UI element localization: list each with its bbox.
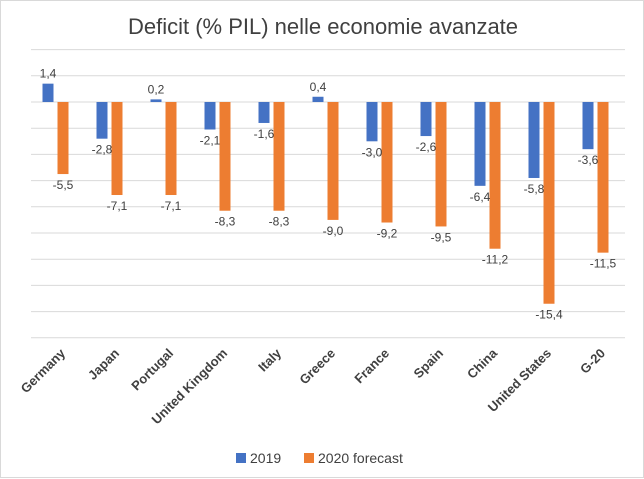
bar-2020-forecast [435,102,447,227]
category-label: China [464,345,501,382]
data-label: -15,4 [535,308,563,322]
data-label: -7,1 [161,199,182,213]
bar-2020-forecast [273,102,285,211]
data-label: -2,8 [92,143,113,157]
bar-2020-forecast [597,102,609,253]
data-label: 0,2 [148,82,165,96]
data-label: -1,6 [254,127,275,141]
data-labels: 1,4 -5,5 -2,8 -7,1 0,2 -7,1 -2,1 -8,3 -1,6 -8,3 0,… [40,67,617,322]
bar-2020-forecast [219,102,231,211]
legend-label-2020-forecast: 2020 forecast [318,450,403,466]
bar-2019 [258,102,270,123]
category-label: Italy [255,345,285,375]
legend-swatch-2019 [236,453,246,463]
data-label: -3,0 [362,145,383,159]
category-label: Greece [296,346,338,388]
data-label: 0,4 [310,80,327,94]
bar-2020-forecast [543,102,555,304]
data-label: -11,2 [482,253,509,267]
data-label: -8,3 [269,215,290,229]
data-label: -5,8 [524,182,545,196]
data-label: -6,4 [470,190,491,204]
data-label: -5,5 [53,178,74,192]
bar-2019 [204,102,216,130]
bar-2019 [42,83,54,102]
data-label: -2,6 [416,140,437,154]
bar-2019 [150,99,162,102]
bar-2020-forecast [489,102,501,249]
data-label: -9,2 [377,227,398,241]
bar-2020-forecast [111,102,123,196]
data-label: -8,3 [215,215,236,229]
bar-2019 [528,102,540,178]
category-label: Germany [18,345,69,396]
category-label: France [351,346,392,387]
bar-2020-forecast [165,102,177,196]
bar-2019 [366,102,378,142]
data-label: -9,0 [323,224,344,238]
data-label: -7,1 [107,199,128,213]
category-label: Spain [410,345,446,381]
data-label: -9,5 [431,230,452,244]
bar-2019 [420,102,432,137]
bar-2020-forecast [327,102,339,220]
category-label: Japan [85,345,122,382]
bar-2019 [96,102,108,139]
bars [42,83,609,304]
bar-2019 [474,102,486,186]
bar-2020-forecast [57,102,69,175]
legend: 2019 2020 forecast [236,450,403,466]
data-label: -3,6 [578,153,599,167]
data-label: -11,5 [590,257,617,271]
legend-swatch-2020-forecast [304,453,314,463]
bar-2019 [312,96,324,102]
category-label: Portugal [128,346,176,394]
chart-title: Deficit (% PIL) nelle economie avanzate [128,14,518,39]
category-label: G-20 [577,346,608,377]
bar-2019 [582,102,594,150]
data-label: 1,4 [40,67,57,81]
legend-label-2019: 2019 [250,450,281,466]
data-label: -2,1 [200,134,221,148]
bar-2020-forecast [381,102,393,223]
